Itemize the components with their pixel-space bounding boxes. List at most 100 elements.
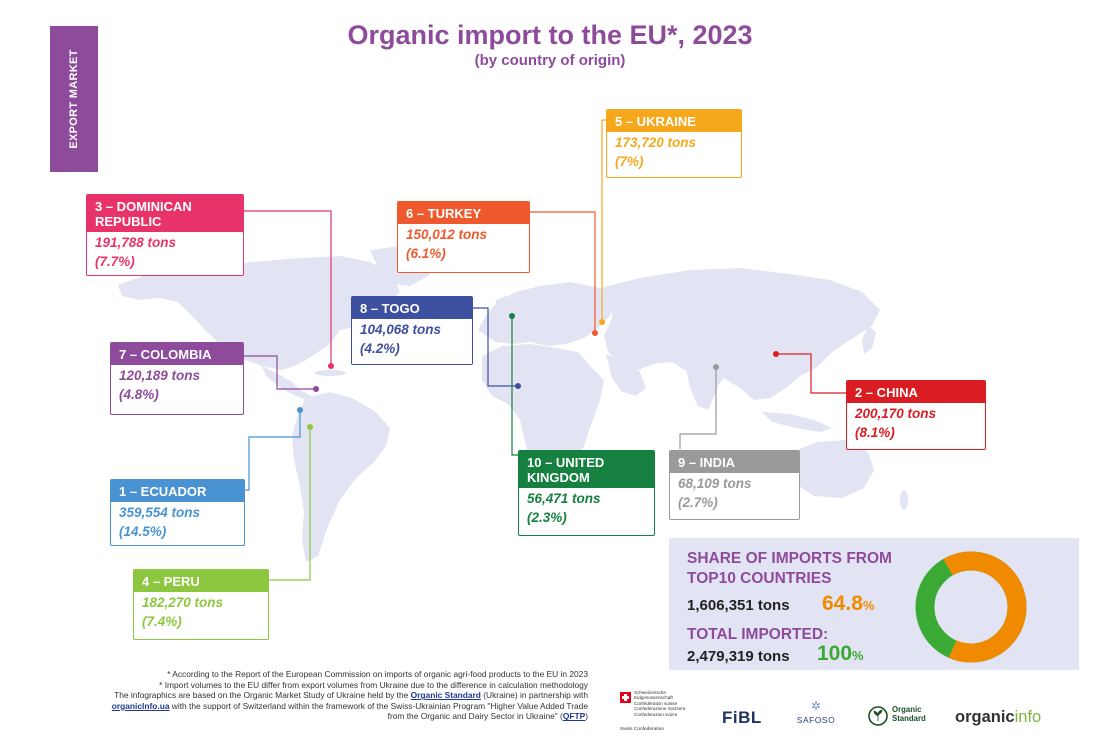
connector-dominican (244, 210, 332, 366)
share-title: SHARE OF IMPORTS FROM TOP10 COUNTRIES (687, 550, 892, 587)
callout-india-tons: 68,109 tons (678, 476, 752, 491)
qftp-link[interactable]: QFTP (562, 711, 586, 722)
summary-panel: SHARE OF IMPORTS FROM TOP10 COUNTRIES 1,… (669, 538, 1079, 670)
marker-ukraine (599, 319, 605, 325)
footnote-5-tail: ) (585, 711, 588, 722)
safoso-text: SAFOSO (796, 715, 836, 725)
callout-peru-percent: (7.4%) (142, 614, 182, 629)
new-zealand-shape (900, 490, 908, 510)
swiss-confederation-small: Swiss Confederation (620, 727, 664, 732)
callout-china: 2 – CHINA 200,170 tons (8.1%) (846, 380, 986, 450)
connector-ecuador (245, 410, 301, 491)
marker-ecuador (297, 407, 303, 413)
marker-turkey (592, 330, 598, 336)
footnote-3-text: The infographics are based on the Organi… (114, 690, 411, 701)
footnotes: * According to the Report of the Europea… (100, 669, 588, 722)
callout-uk-percent: (2.3%) (527, 510, 567, 525)
callout-turkey-header: 6 – TURKEY (398, 202, 529, 224)
safoso-logo: ✲ SAFOSO (791, 700, 841, 725)
callout-turkey-tons: 150,012 tons (406, 227, 488, 242)
callout-ecuador: 1 – ECUADOR 359,554 tons (14.5%) (110, 479, 245, 546)
callout-ukraine: 5 – UKRAINE 173,720 tons (7%) (606, 109, 742, 178)
page-title: Organic import to the EU*, 2023 (347, 20, 753, 50)
central-america-shape (262, 366, 312, 400)
footnote-3-tail: (Ukraine) in partnership with (480, 690, 588, 701)
caribbean-shape (314, 370, 346, 376)
connector-china (776, 353, 846, 394)
connector-colombia (244, 355, 316, 390)
callout-india-percent: (2.7%) (678, 495, 718, 510)
swiss-line-2: Confédération suisse (634, 700, 678, 706)
safoso-mark-icon: ✲ (810, 699, 822, 713)
total-title: TOTAL IMPORTED: (687, 626, 829, 643)
australia-shape (788, 440, 874, 498)
north-america-shape (118, 256, 400, 370)
indonesia-shape (762, 412, 832, 432)
total-percent-sign: % (852, 648, 864, 663)
callout-colombia-header: 7 – COLOMBIA (111, 343, 243, 365)
total-tons: 2,479,319 tons (687, 648, 790, 665)
organicinfo-logo-b: info (1014, 708, 1042, 726)
marker-china (773, 351, 779, 357)
callout-togo: 8 – TOGO 104,068 tons (4.2%) (351, 296, 473, 365)
callout-uk-header: 10 – UNITED KINGDOM (519, 451, 654, 488)
callout-ecuador-header: 1 – ECUADOR (111, 480, 244, 502)
callout-togo-percent: (4.2%) (360, 341, 400, 356)
callout-dominican-header: 3 – DOMINICAN REPUBLIC (87, 195, 243, 232)
callout-peru: 4 – PERU 182,270 tons (7.4%) (133, 569, 269, 640)
marker-colombia (313, 386, 319, 392)
callout-india: 9 – INDIA 68,109 tons (2.7%) (669, 450, 800, 520)
total-percent: 100% (817, 642, 864, 666)
callout-peru-tons: 182,270 tons (142, 595, 224, 610)
marker-togo (515, 383, 521, 389)
organic-standard-text: Organic Standard (892, 705, 926, 723)
swiss-line-3: Confederazione Svizzera (634, 706, 686, 712)
connector-turkey (530, 211, 596, 333)
callout-dominican: 3 – DOMINICAN REPUBLIC 191,788 tons (7.7%) (86, 194, 244, 276)
callout-china-header: 2 – CHINA (847, 381, 985, 403)
fibl-logo: FiBL (722, 708, 762, 727)
footnote-3: The infographics are based on the Organi… (100, 690, 588, 701)
swiss-flag-icon (620, 692, 631, 703)
callout-colombia: 7 – COLOMBIA 120,189 tons (4.8%) (110, 342, 244, 415)
footnote-4-text: with the support of Switzerland within t… (169, 700, 588, 711)
callout-togo-header: 8 – TOGO (352, 297, 472, 319)
callout-china-tons: 200,170 tons (855, 406, 937, 421)
connector-togo (473, 307, 518, 387)
callout-india-header: 9 – INDIA (670, 451, 799, 473)
footnote-5-text: from the Organic and Dairy Sector in Ukr… (387, 711, 563, 722)
callout-china-percent: (8.1%) (855, 425, 895, 440)
callout-ecuador-percent: (14.5%) (119, 524, 167, 539)
page-subtitle: (by country of origin) (474, 52, 626, 69)
arabia-shape (606, 354, 646, 396)
marker-india (713, 364, 719, 370)
share-percent: 64.8% (822, 592, 874, 616)
swiss-confederation-text: Schweizerische Eidgenossenschaft Confédé… (634, 690, 704, 717)
share-tons: 1,606,351 tons (687, 597, 790, 614)
india-shape (686, 366, 722, 410)
callout-ukraine-percent: (7%) (615, 154, 644, 169)
organic-standard-link[interactable]: Organic Standard (410, 690, 481, 701)
connector-ukraine (601, 119, 606, 322)
marker-peru (307, 424, 313, 430)
footnote-1: * According to the Report of the Europea… (167, 669, 588, 679)
callout-turkey-percent: (6.1%) (406, 246, 446, 261)
callout-togo-tons: 104,068 tons (360, 322, 442, 337)
callout-uk: 10 – UNITED KINGDOM 56,471 tons (2.3%) (518, 450, 655, 536)
callout-ukraine-tons: 173,720 tons (615, 135, 697, 150)
organicinfo-link[interactable]: organicInfo.ua (111, 700, 170, 711)
south-america-shape (292, 392, 390, 562)
asia-shape (600, 268, 880, 400)
connector-india (679, 367, 717, 449)
organic-standard-line-2: Standard (892, 713, 926, 723)
callout-ukraine-header: 5 – UKRAINE (607, 110, 741, 132)
japan-shape (862, 326, 876, 354)
callout-turkey: 6 – TURKEY 150,012 tons (6.1%) (397, 201, 530, 273)
marker-dominican (328, 363, 334, 369)
share-donut-chart (915, 551, 1027, 663)
organicinfo-logo-a: organic (955, 708, 1015, 726)
swiss-line-4: Confederaziun svizra (634, 711, 678, 717)
callout-colombia-tons: 120,189 tons (119, 368, 201, 383)
footnote-5: from the Organic and Dairy Sector in Ukr… (100, 711, 588, 722)
